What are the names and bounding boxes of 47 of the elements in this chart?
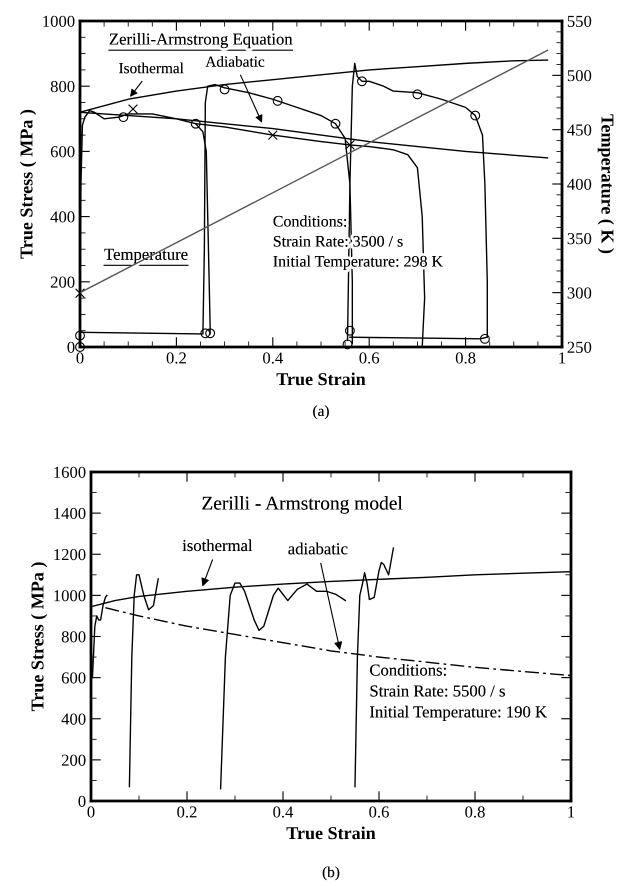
x-tick-label: 0.8	[456, 352, 476, 364]
x-axis-title: True Strain	[286, 826, 376, 840]
y-tick-label: 400	[50, 211, 75, 223]
x-tick-label: 0.6	[359, 352, 380, 364]
y-tick-label: 1000	[43, 16, 75, 27]
y-tick-label: 0	[78, 796, 86, 807]
annotation: Conditions: Strain Rate: 5500 / s Initial Temperature: 190 K	[370, 664, 547, 721]
y-tick-label: 1600	[54, 466, 86, 478]
y-tick-label: 400	[61, 713, 86, 725]
y2-tick-label: 250	[568, 342, 592, 353]
y-tick-label: 0	[67, 342, 75, 353]
x-tick-label: 0.6	[369, 806, 389, 818]
text: (b)	[322, 866, 340, 880]
y-axis-title: True Stress ( MPa )	[20, 110, 36, 259]
y2-tick-label: 400	[567, 178, 592, 190]
x-tick-label: 1	[568, 806, 574, 818]
x-tick-label: 0.2	[177, 806, 196, 818]
annotation: adiabatic	[288, 542, 348, 554]
y-tick-label: 600	[62, 672, 86, 684]
annotation: Adiabatic	[205, 56, 264, 67]
annotation: Zerilli-Armstrong Equation	[110, 32, 292, 48]
y-tick-label: 1200	[54, 548, 86, 560]
x-tick-label: 0.8	[465, 806, 485, 818]
y-tick-label: 200	[62, 754, 86, 766]
x-tick-label: 0.4	[263, 352, 283, 364]
y-axis-title: True Stress ( MPa )	[30, 562, 48, 712]
annotation: Zerilli - Armstrong model	[202, 496, 402, 514]
y-tick-label: 800	[62, 631, 86, 642]
annotation: Isothermal	[119, 62, 184, 74]
x-tick-label: 0.4	[273, 806, 294, 818]
x-tick-label: 0	[87, 806, 95, 818]
y2-tick-label: 350	[568, 233, 592, 244]
text: (a)	[313, 405, 329, 420]
y2-tick-label: 500	[568, 70, 592, 82]
annotation: isothermal	[182, 539, 252, 552]
y2-tick-label: 300	[568, 287, 592, 299]
y2-axis-title: Temperature ( K )	[598, 114, 614, 254]
y2-tick-label: 550	[568, 16, 592, 27]
x-tick-label: 0.2	[166, 352, 186, 364]
y-tick-label: 1400	[54, 508, 86, 520]
y-tick-label: 800	[50, 80, 75, 92]
x-tick-label: 1	[559, 352, 566, 364]
y-tick-label: 600	[50, 146, 75, 158]
y-tick-label: 200	[50, 276, 75, 288]
x-axis-title: True Strain	[276, 372, 366, 386]
y-tick-label: 1000	[54, 590, 86, 602]
y2-tick-label: 450	[567, 124, 592, 136]
